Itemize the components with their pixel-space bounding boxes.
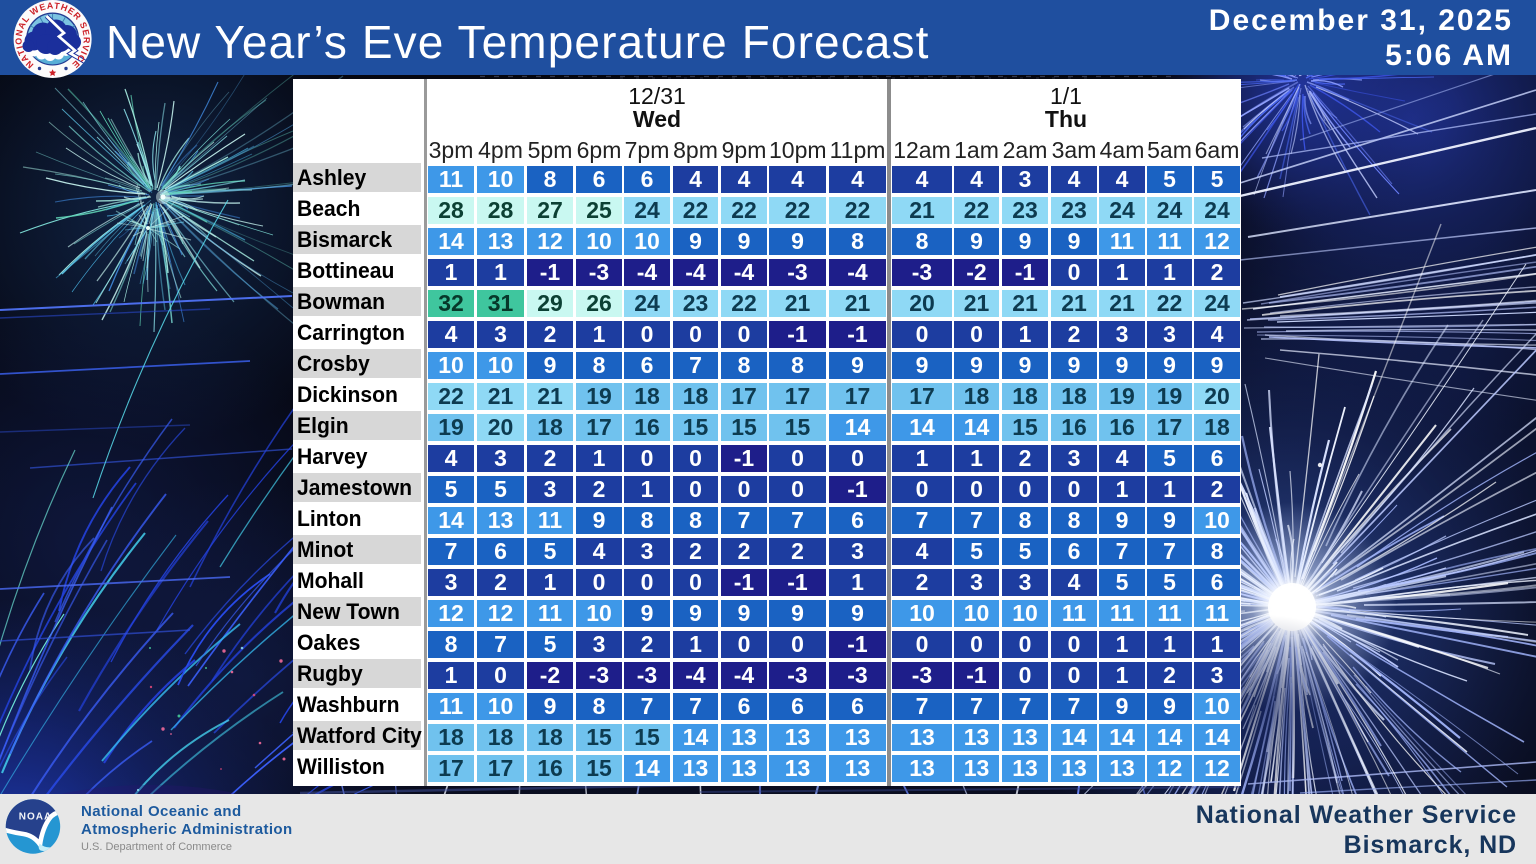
svg-text:NOAA: NOAA	[19, 812, 52, 823]
